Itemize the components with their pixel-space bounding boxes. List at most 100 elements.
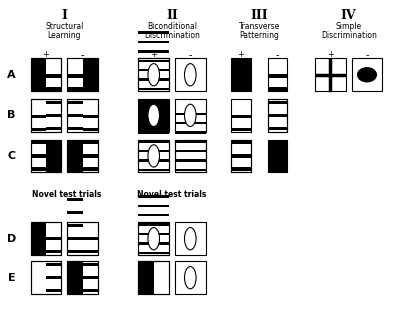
Bar [67, 114, 83, 117]
Bar [46, 100, 61, 104]
Bar [175, 122, 205, 124]
Bar [83, 237, 98, 240]
Bar [31, 154, 46, 158]
Bar [67, 261, 98, 294]
Bar [231, 99, 251, 132]
Bar [139, 78, 169, 81]
Text: Discrimination: Discrimination [321, 31, 377, 40]
Bar [46, 114, 61, 117]
Bar [139, 252, 169, 254]
Text: E: E [8, 273, 16, 283]
Bar [83, 154, 98, 158]
Bar [67, 127, 83, 130]
Bar [83, 58, 98, 91]
Bar [175, 131, 205, 134]
Bar [31, 58, 61, 91]
Bar [67, 74, 83, 78]
Bar [268, 58, 288, 91]
Text: IV: IV [341, 9, 357, 22]
Bar [46, 237, 61, 240]
Bar [139, 69, 169, 71]
Text: +: + [150, 50, 157, 59]
Bar [231, 140, 251, 172]
Bar [67, 224, 83, 227]
Bar [231, 141, 251, 145]
Bar [268, 88, 288, 91]
Ellipse shape [184, 64, 196, 86]
Text: -: - [189, 50, 192, 60]
Bar [175, 159, 205, 162]
Bar [175, 261, 205, 294]
Bar [46, 127, 61, 130]
Bar [31, 222, 46, 255]
Bar [46, 263, 61, 266]
Bar [139, 261, 169, 294]
Bar [67, 99, 98, 132]
Bar [139, 169, 169, 171]
Bar [175, 140, 205, 172]
Text: -: - [276, 50, 279, 60]
Bar [46, 88, 61, 91]
Text: Transverse: Transverse [239, 22, 280, 31]
Bar [31, 141, 46, 145]
Text: -: - [81, 50, 84, 60]
Bar [83, 141, 98, 145]
Text: Biconditional: Biconditional [147, 22, 197, 31]
Bar [139, 58, 169, 91]
Bar [67, 58, 98, 91]
Bar [67, 140, 83, 172]
Bar [83, 115, 98, 118]
Bar [315, 58, 346, 91]
Bar [139, 50, 169, 53]
Text: C: C [7, 151, 16, 161]
Bar [175, 140, 205, 172]
Bar [31, 222, 61, 255]
Bar [83, 167, 98, 171]
Text: Discrimination: Discrimination [144, 31, 200, 40]
Bar [231, 115, 251, 118]
Bar [139, 60, 169, 62]
Text: Novel test trials: Novel test trials [32, 190, 101, 199]
Bar [231, 167, 251, 171]
Bar [139, 88, 169, 90]
Bar [231, 128, 251, 131]
Ellipse shape [148, 104, 160, 127]
Bar [139, 99, 169, 132]
Ellipse shape [148, 64, 160, 86]
Bar [268, 114, 288, 117]
Bar [67, 211, 83, 214]
Bar [67, 140, 98, 172]
Ellipse shape [357, 67, 377, 83]
Bar [67, 198, 83, 201]
Bar [175, 169, 205, 171]
Text: +: + [43, 50, 49, 59]
Bar [139, 222, 169, 255]
Text: II: II [166, 9, 178, 22]
Bar [268, 99, 288, 132]
Bar [83, 276, 98, 279]
Ellipse shape [184, 104, 196, 127]
Bar [67, 261, 83, 294]
Bar [67, 222, 98, 255]
Bar [139, 222, 169, 255]
Text: III: III [251, 9, 268, 22]
Text: D: D [7, 234, 16, 244]
Bar [46, 276, 61, 279]
Bar [83, 289, 98, 292]
Bar [31, 58, 46, 91]
Bar [83, 250, 98, 253]
Bar [231, 154, 251, 158]
Text: Simple: Simple [336, 22, 362, 31]
Bar [175, 150, 205, 152]
Text: +: + [327, 50, 334, 59]
Bar [139, 41, 169, 43]
Bar [139, 140, 169, 172]
Bar [67, 100, 83, 104]
Bar [139, 261, 169, 294]
Bar [31, 99, 61, 132]
Ellipse shape [148, 227, 160, 250]
Bar [139, 150, 169, 152]
Text: Structural: Structural [45, 22, 83, 31]
Bar [31, 140, 61, 172]
Bar [175, 58, 205, 91]
